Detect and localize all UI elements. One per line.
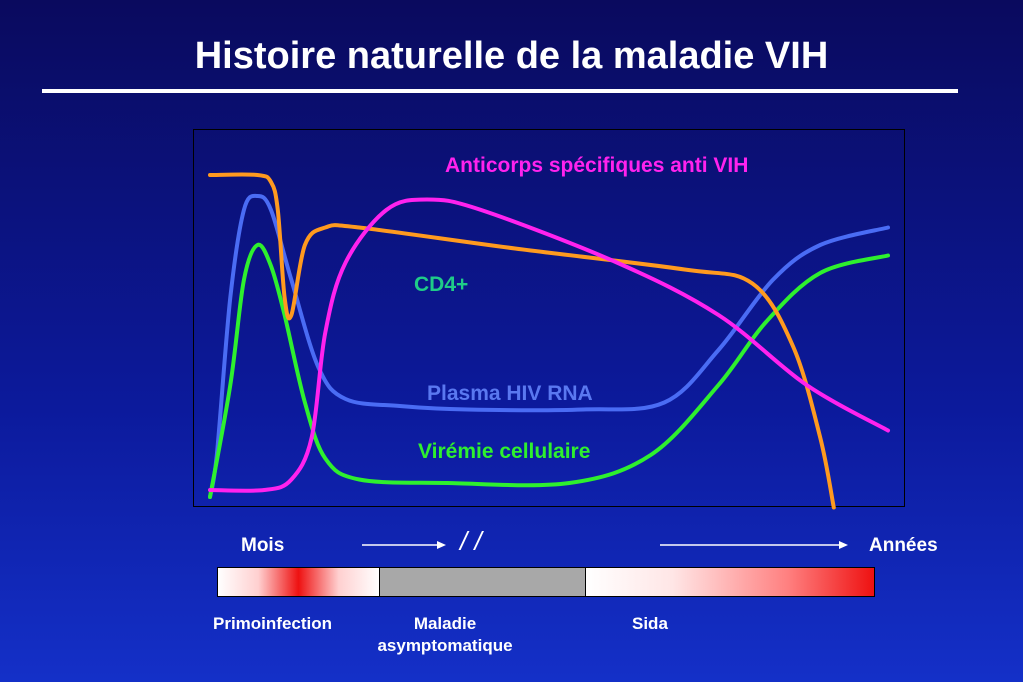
time-arrow-right-head <box>839 541 848 549</box>
series-line-anticorps-sp-cifiques-anti-vih <box>208 197 890 493</box>
phase-segment-sida <box>586 568 874 596</box>
phase-label-sida: Sida <box>632 614 668 633</box>
slide-title: Histoire naturelle de la maladie VIH <box>194 35 829 77</box>
series-line-cd4 <box>208 172 836 510</box>
phase-label-primoinfection: Primoinfection <box>213 614 333 633</box>
title-underline <box>42 89 958 93</box>
time-arrow-left-head <box>437 541 446 549</box>
time-label-mois: Mois <box>241 535 285 556</box>
phase-segment-primoinfection <box>218 568 380 596</box>
series-line-plasma-hiv-rna <box>208 193 890 499</box>
phase-segment-asymptomatique <box>380 568 586 596</box>
time-arrows <box>362 541 848 549</box>
chart-frame <box>193 129 905 507</box>
time-break-mark: / / <box>460 526 482 556</box>
phase-bar <box>217 567 875 597</box>
label-anticorps: Anticorps spécifiques anti VIH <box>445 154 749 177</box>
label-cd4: CD4+ <box>414 273 469 296</box>
series-line-vir-mie-cellulaire <box>208 242 890 499</box>
label-viremie-cellulaire: Virémie cellulaire <box>418 440 591 463</box>
series-layer <box>208 172 890 510</box>
phase-label-line-2: asymptomatique <box>377 636 513 655</box>
phase-label-maladie-asymptomatique: Maladie asymptomatique <box>345 613 545 657</box>
label-plasma-hiv-rna: Plasma HIV RNA <box>427 382 593 405</box>
time-label-annees: Années <box>869 535 938 556</box>
phase-label-line-1: Maladie <box>413 614 477 633</box>
